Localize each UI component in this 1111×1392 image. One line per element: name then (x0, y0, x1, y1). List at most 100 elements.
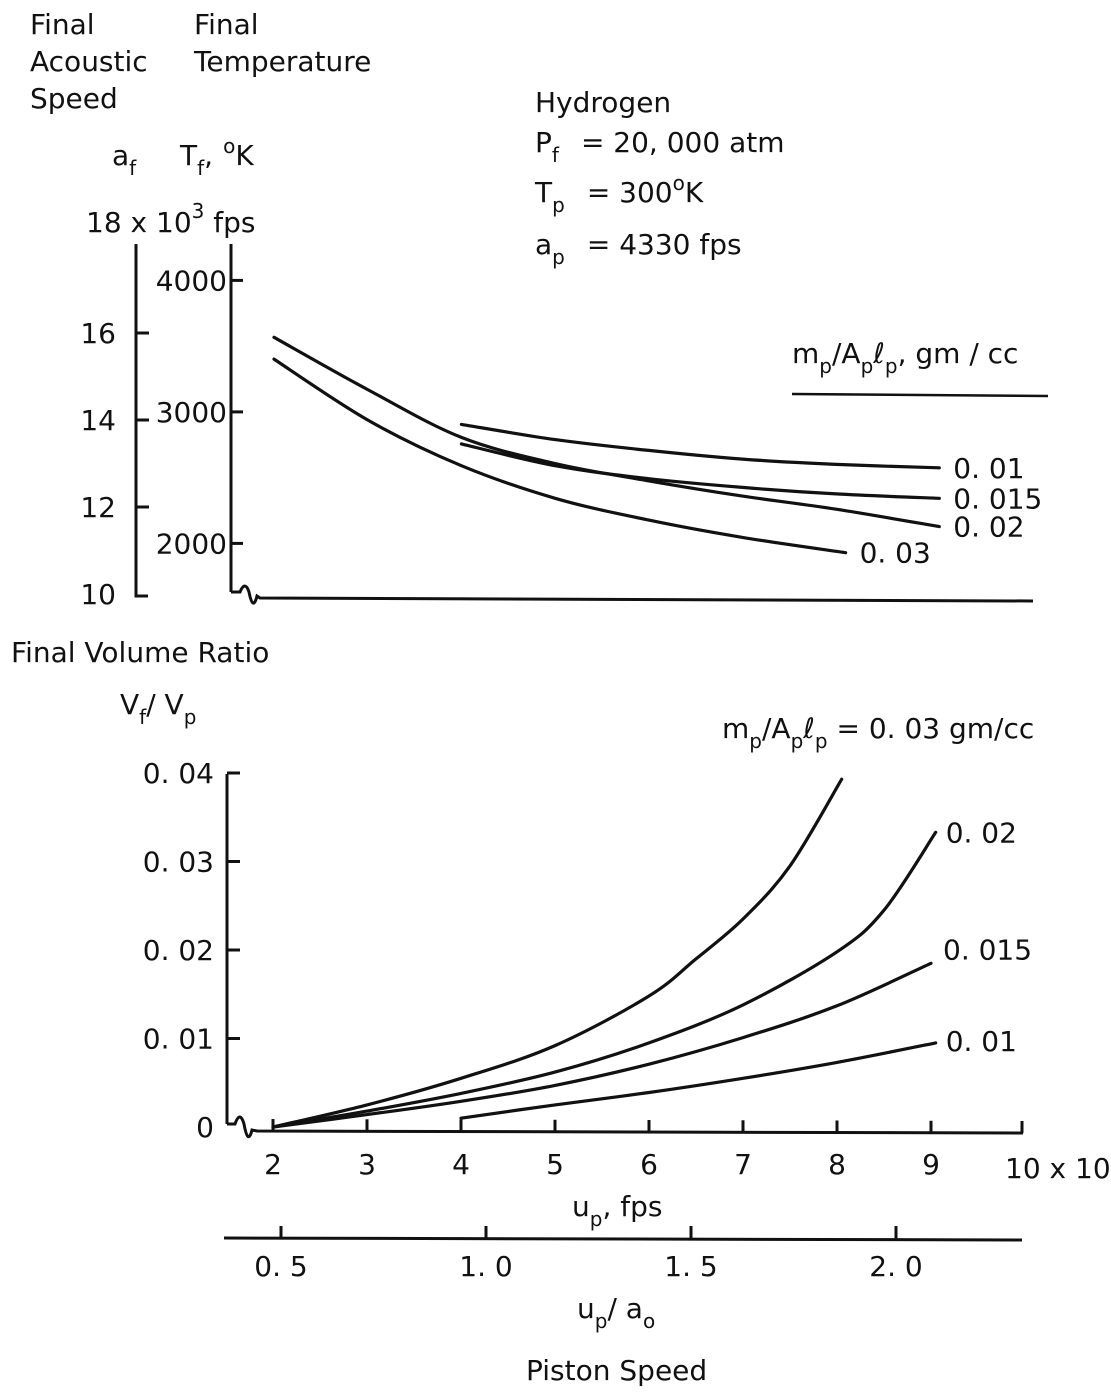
vr-ticks: 0 0. 01 0. 02 0. 03 0. 04 (143, 757, 240, 1144)
ratio-tick-label: 2. 0 (869, 1250, 922, 1283)
top-legend-l: ℓ (872, 337, 885, 370)
up-tick-label: 6 (640, 1148, 658, 1181)
vr-symbol-slash: / V (146, 688, 184, 721)
vr-tick-label: 0. 04 (143, 757, 214, 790)
ratio-ticks: 0. 5 1. 0 1. 5 2. 0 (254, 1226, 923, 1283)
top-curve (272, 357, 848, 555)
bottom-x-axis (227, 1115, 1024, 1139)
cond-tp: Tp = 300oK (534, 171, 704, 217)
ratio-tick-label: 1. 5 (664, 1250, 717, 1283)
tf-symbol-main: T (179, 139, 198, 172)
top-x-axis (231, 584, 1034, 605)
up-tick-label: 5 (546, 1148, 564, 1181)
top-legend-unit: , gm / cc (898, 337, 1019, 370)
ratio-axis-label: up/ ao (577, 1292, 655, 1333)
bottom-curve (459, 1041, 938, 1120)
ratio-axis-label-a-sub: o (643, 1309, 655, 1333)
af-symbol-main: a (112, 139, 129, 172)
af-axis (134, 244, 148, 598)
tf-unit-sup: o (223, 134, 235, 158)
tf-unit: K (235, 139, 254, 172)
tf-symbol: Tf, oK (179, 134, 254, 180)
bottom-curve (271, 777, 844, 1129)
top-legend-slash: /A (832, 337, 861, 370)
top-legend-underline (791, 392, 1049, 398)
up-ticks: 2 3 4 5 6 7 8 9 (264, 1119, 1024, 1181)
af-title-line3: Speed (30, 82, 118, 115)
vr-tick-label: 0. 02 (143, 934, 214, 967)
tf-tick-label: 3000 (156, 396, 227, 429)
up-tick-label: 4 (452, 1148, 470, 1181)
tf-tick-label: 2000 (156, 527, 227, 560)
cond-ap: ap = 4330 fps (535, 228, 742, 269)
bottom-legend-title: mp/Apℓp = 0. 03 gm/cc (722, 712, 1034, 753)
up-axis-label-rest: , fps (602, 1190, 662, 1223)
cond-tp-sup: o (673, 171, 685, 195)
bottom-curve-label: 0. 01 (946, 1025, 1017, 1058)
bottom-curve (271, 961, 933, 1129)
gas-title: Hydrogen (535, 86, 671, 119)
vr-symbol-a-sub: f (139, 705, 147, 729)
vr-title: Final Volume Ratio (11, 636, 269, 669)
top-panel: Final Acoustic Speed Final Temperature a… (30, 8, 1049, 611)
cond-pf: Pf = 20, 000 atm (535, 126, 784, 167)
af-tick-label: 12 (80, 491, 116, 524)
top-legend-l-sub: p (885, 354, 898, 378)
top-curve-label: 0. 02 (953, 511, 1024, 544)
bottom-legend-m: m (722, 712, 749, 745)
vr-symbol-b-sub: p (184, 705, 197, 729)
cond-pf-sub: f (552, 143, 560, 167)
bottom-legend-l-sub: p (815, 729, 828, 753)
bottom-legend-m-sub: p (749, 729, 762, 753)
af-tick-label: 16 (80, 317, 116, 350)
bottom-panel: Final Volume Ratio Vf/ Vp mp/Apℓp = 0. 0… (11, 636, 1111, 1387)
up-axis-label-sub: p (590, 1207, 603, 1231)
af-top-label-b: fps (204, 206, 255, 239)
top-curve (459, 442, 941, 500)
ratio-axis (223, 1236, 1023, 1242)
top-curve (459, 422, 941, 470)
cond-ap-label: a (535, 228, 552, 261)
tf-symbol-sep: , (204, 139, 213, 172)
top-curve-label: 0. 01 (953, 452, 1024, 485)
af-tick-label: 10 (80, 578, 116, 611)
vr-symbol: Vf/ Vp (120, 688, 196, 729)
vr-tick-label: 0. 03 (143, 846, 214, 879)
vr-symbol-a: V (120, 688, 139, 721)
top-legend-m: m (792, 337, 819, 370)
top-legend-a-sub: p (861, 354, 874, 378)
bottom-curve (271, 830, 938, 1129)
af-tick-label: 14 (80, 404, 116, 437)
tf-title-line1: Final (194, 8, 259, 41)
up-tick-label: 2 (264, 1148, 282, 1181)
cond-tp-label: T (534, 176, 553, 209)
ratio-axis-label-u-sub: p (595, 1309, 608, 1333)
up-end-label-a: 10 x 10 (1005, 1152, 1111, 1185)
cond-pf-label: P (535, 126, 552, 159)
up-end-label: 10 x 103 (1005, 1145, 1111, 1185)
cond-tp-value-a: = 300 (587, 176, 673, 209)
cond-pf-value: = 20, 000 atm (581, 126, 785, 159)
top-legend-m-sub: p (819, 354, 832, 378)
bottom-legend-a-sub: p (791, 729, 804, 753)
af-top-label-sup: 3 (192, 199, 205, 223)
bottom-curves: 0. 02 0. 015 0. 01 (271, 777, 1032, 1129)
tf-ticks: 2000 3000 4000 (156, 264, 243, 560)
af-symbol-sub: f (129, 156, 137, 180)
up-tick-label: 8 (828, 1148, 846, 1181)
tf-tick-label: 4000 (156, 264, 227, 297)
cond-tp-sub: p (552, 193, 565, 217)
top-curve-label: 0. 03 (860, 537, 931, 570)
bottom-legend-l: ℓ (802, 712, 815, 745)
top-legend-title: mp/Apℓp, gm / cc (792, 337, 1018, 378)
piston-speed-caption: Piston Speed (526, 1354, 707, 1387)
tf-title-line2: Temperature (193, 45, 371, 78)
cond-tp-value-b: K (685, 176, 704, 209)
up-tick-label: 9 (922, 1148, 940, 1181)
bottom-curve-label: 0. 02 (946, 816, 1017, 849)
ratio-axis-label-u: u (577, 1292, 595, 1325)
cond-ap-value: = 4330 fps (587, 228, 742, 261)
vr-tick-label: 0. 01 (143, 1023, 214, 1056)
up-axis-label: up, fps (572, 1190, 662, 1231)
